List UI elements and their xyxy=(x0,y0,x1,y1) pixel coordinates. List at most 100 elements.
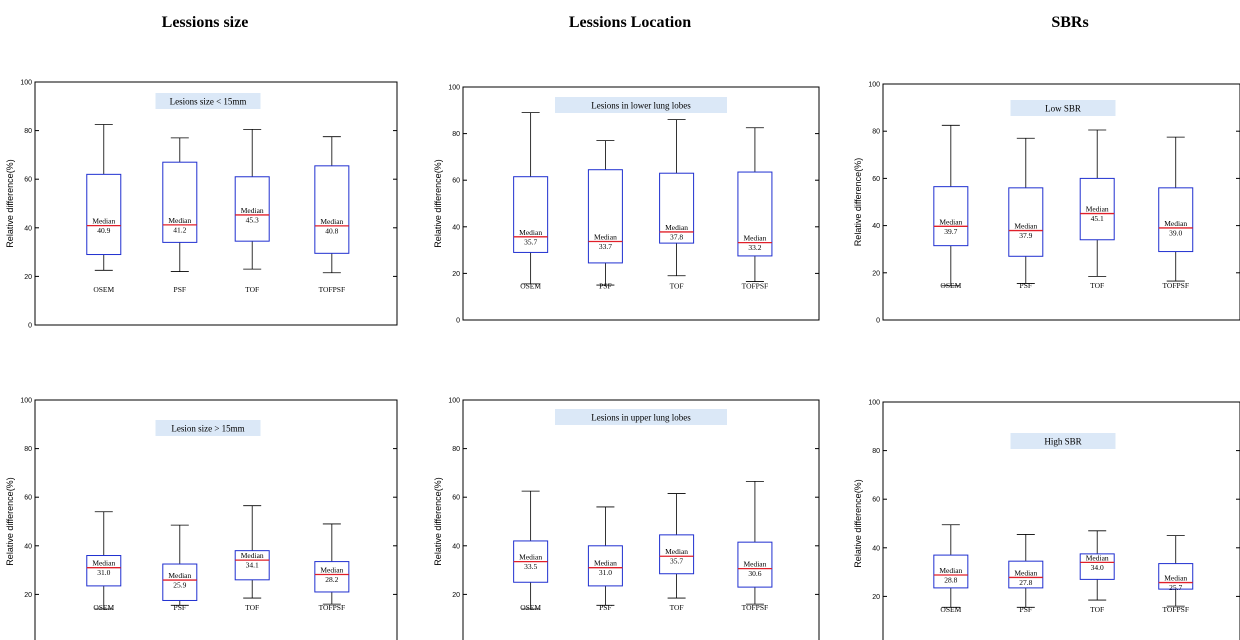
plot-frame xyxy=(882,401,1240,640)
iqr-box xyxy=(314,561,350,593)
column-title-lesion-size: Lessions size xyxy=(161,14,249,31)
x-category-label: PSF xyxy=(1020,605,1033,614)
median-caption: Median xyxy=(1086,205,1109,214)
iqr-box xyxy=(162,161,198,243)
iqr-box xyxy=(659,534,695,575)
median-value: 25.9 xyxy=(173,581,186,590)
panel-label-banner xyxy=(555,409,727,425)
y-axis-label: Relative difference(%) xyxy=(5,477,15,565)
x-category-label: PSF xyxy=(174,603,187,612)
panel-label: Lesion size > 15mm xyxy=(171,424,244,434)
median-caption: Median xyxy=(320,565,343,574)
panel-label-banner xyxy=(1010,100,1116,116)
median-caption: Median xyxy=(594,232,617,241)
median-caption: Median xyxy=(1014,222,1037,231)
median-value: 45.3 xyxy=(246,215,259,224)
median-value: 37.8 xyxy=(670,232,683,241)
column-title-sbrs: SBRs xyxy=(1051,14,1089,31)
plot-frame xyxy=(462,86,820,321)
median-value: 40.8 xyxy=(325,226,338,235)
iqr-box xyxy=(933,186,969,247)
y-tick-label: 80 xyxy=(872,448,880,455)
y-tick-label: 100 xyxy=(20,398,32,405)
y-tick-label: 60 xyxy=(24,177,32,184)
iqr-box xyxy=(933,554,969,589)
plot-frame xyxy=(34,399,398,640)
x-category-label: TOFPSF xyxy=(742,603,769,612)
y-tick-label: 40 xyxy=(452,224,460,231)
x-category-label: TOFPSF xyxy=(1162,281,1189,290)
panel-label-banner xyxy=(155,420,261,436)
median-caption: Median xyxy=(168,571,191,580)
median-caption: Median xyxy=(594,559,617,568)
x-category-label: TOFPSF xyxy=(319,603,346,612)
box-plot-panel: 0 20 40 60 80 100 Relative difference(%) Low SB… xyxy=(853,82,1240,325)
x-category-label: TOFPSF xyxy=(742,282,769,291)
y-tick-label: 20 xyxy=(872,594,880,601)
median-caption: Median xyxy=(241,551,264,560)
median-value: 33.5 xyxy=(524,562,537,571)
y-tick-label: 0 xyxy=(876,318,880,325)
y-tick-label: 60 xyxy=(452,495,460,502)
median-caption: Median xyxy=(939,566,962,575)
y-tick-label: 40 xyxy=(872,223,880,230)
y-tick-label: 60 xyxy=(872,176,880,183)
panel-label: Lesions in lower lung lobes xyxy=(591,101,691,111)
median-caption: Median xyxy=(1014,568,1037,577)
y-tick-label: 100 xyxy=(868,400,880,407)
median-value: 27.8 xyxy=(1019,578,1032,587)
x-category-label: TOF xyxy=(245,603,259,612)
x-category-label: PSF xyxy=(174,285,187,294)
iqr-box xyxy=(737,541,773,588)
median-caption: Median xyxy=(939,217,962,226)
plot-frame xyxy=(34,81,398,326)
x-category-label: OSEM xyxy=(520,282,541,291)
iqr-box xyxy=(162,563,198,601)
median-caption: Median xyxy=(519,553,542,562)
iqr-box xyxy=(1079,177,1115,241)
y-tick-label: 20 xyxy=(452,592,460,599)
x-category-label: OSEM xyxy=(940,605,961,614)
y-tick-label: 80 xyxy=(452,446,460,453)
median-caption: Median xyxy=(519,228,542,237)
median-value: 34.0 xyxy=(1091,563,1104,572)
column-title-lesion-location: Lessions Location xyxy=(568,14,692,31)
x-category-label: TOF xyxy=(1090,605,1104,614)
y-tick-label: 20 xyxy=(24,592,32,599)
y-axis-label: Relative difference(%) xyxy=(433,159,443,247)
iqr-box xyxy=(234,550,270,581)
y-axis-label: Relative difference(%) xyxy=(433,477,443,565)
x-category-label: PSF xyxy=(599,603,612,612)
iqr-box xyxy=(1079,553,1115,580)
iqr-box xyxy=(587,545,623,587)
y-tick-label: 100 xyxy=(20,80,32,87)
median-caption: Median xyxy=(168,216,191,225)
x-category-label: OSEM xyxy=(940,281,961,290)
x-category-label: PSF xyxy=(1020,281,1033,290)
y-tick-label: 40 xyxy=(452,543,460,550)
median-caption: Median xyxy=(743,234,766,243)
median-value: 31.0 xyxy=(599,568,612,577)
y-tick-label: 100 xyxy=(448,85,460,92)
y-tick-label: 20 xyxy=(872,270,880,277)
x-category-label: OSEM xyxy=(93,285,114,294)
median-caption: Median xyxy=(665,223,688,232)
y-tick-label: 0 xyxy=(28,323,32,330)
x-category-label: TOF xyxy=(670,282,684,291)
y-tick-label: 80 xyxy=(24,446,32,453)
y-tick-label: 60 xyxy=(24,495,32,502)
x-category-label: TOF xyxy=(1090,281,1104,290)
panel-label-banner xyxy=(155,93,261,109)
